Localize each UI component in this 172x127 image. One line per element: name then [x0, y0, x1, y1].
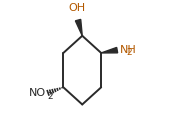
Text: 2: 2	[127, 48, 132, 57]
Polygon shape	[101, 47, 118, 53]
Text: 2: 2	[47, 92, 52, 100]
Text: OH: OH	[68, 3, 85, 13]
Text: NO: NO	[29, 88, 46, 98]
Text: NH: NH	[119, 45, 136, 54]
Polygon shape	[75, 19, 82, 36]
